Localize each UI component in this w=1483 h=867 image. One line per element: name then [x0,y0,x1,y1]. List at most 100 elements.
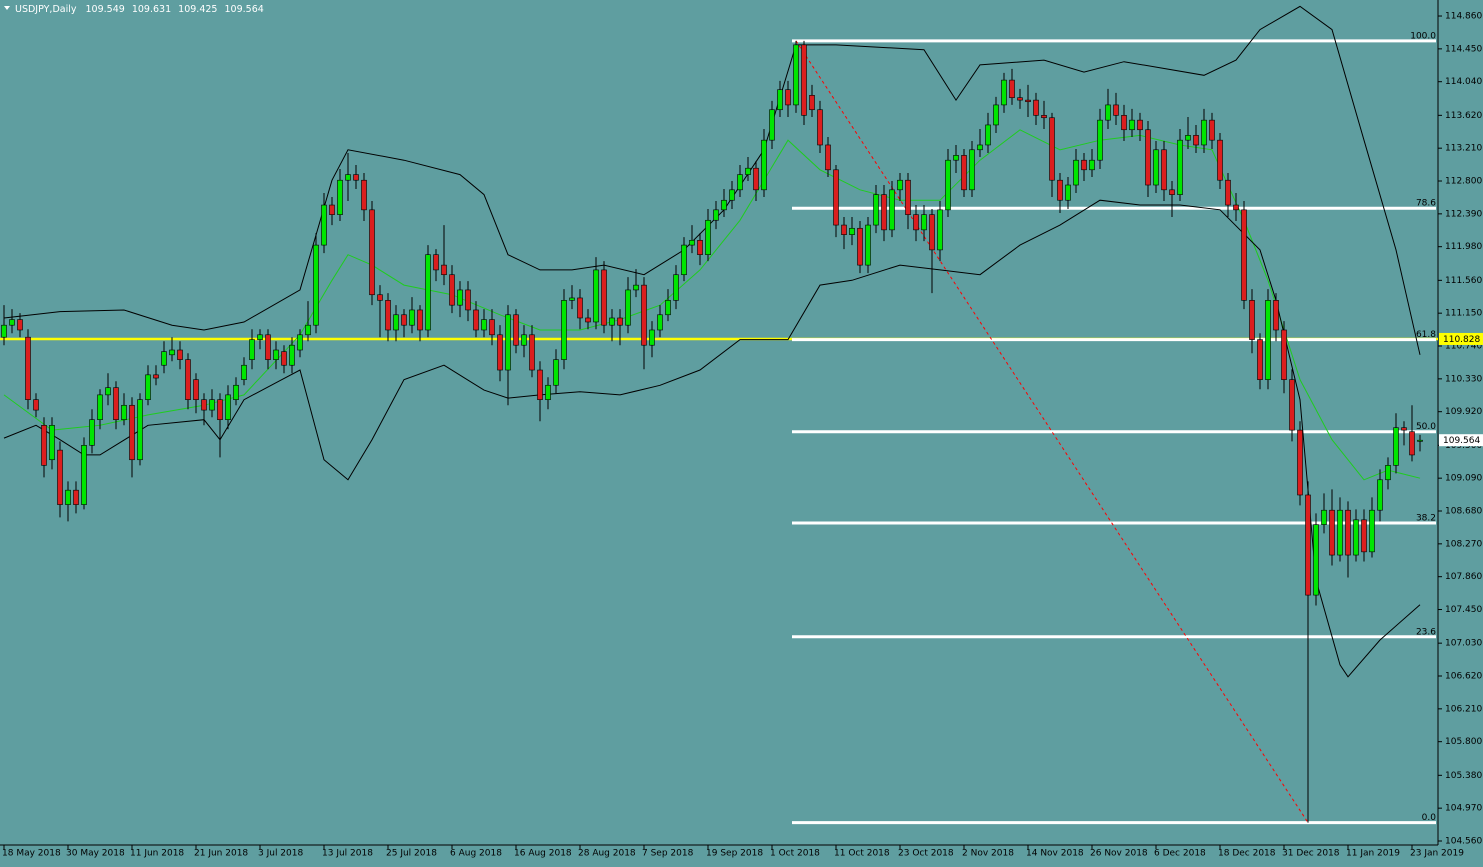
candle-body [969,149,975,191]
header-high: 109.631 [132,4,171,15]
candle-body [1169,189,1175,195]
candle-body [1289,379,1295,431]
candle-body [449,274,455,306]
candle-body [409,309,415,326]
candle-body [769,109,775,141]
candle-body [1,324,7,338]
chart-header: USDJPY,Daily 109.549 109.631 109.425 109… [15,4,264,15]
candle-body [201,399,207,411]
candle-body [1041,115,1047,119]
x-tick-label: 30 May 2018 [66,849,125,859]
candle-body [433,254,439,271]
candle-body [281,351,287,366]
candle-body [1049,117,1055,181]
x-tick-label: 21 Jun 2018 [194,849,248,859]
candle-body [1073,159,1079,186]
candle-body [577,297,583,319]
candle-body [385,300,391,331]
fib-label: 61.8 [1416,330,1436,340]
candle-body [1017,97,1023,101]
y-tick-label: 111.560 [1445,276,1482,286]
candle-body [665,300,671,316]
candle-body [1193,135,1199,146]
candle-body [185,359,191,400]
candle-body [1353,519,1359,556]
candle-body [545,384,551,400]
x-tick-label: 28 Aug 2018 [578,849,636,859]
candle-body [953,155,959,161]
candle-body [497,334,503,371]
x-tick-label: 3 Jul 2018 [258,849,303,859]
y-tick-label: 104.560 [1445,836,1482,846]
candle-body [1377,479,1383,511]
candle-body [849,227,855,235]
candle-body [345,174,351,181]
x-tick-label: 2 Nov 2018 [962,849,1014,859]
candle-body [441,264,447,276]
candle-body [833,169,839,226]
candle-body [1297,429,1303,496]
x-tick-label: 6 Aug 2018 [450,849,502,859]
candle-body [305,324,311,336]
candle-body [1409,431,1415,456]
fib-label: 23.6 [1416,627,1436,637]
y-tick-label: 109.920 [1445,407,1482,417]
candle-body [1369,509,1375,553]
candle-body [169,349,175,356]
candle-body [609,317,615,326]
candle-body [1121,115,1127,131]
candle-body [1361,519,1367,553]
menu-arrow[interactable] [4,6,10,10]
candle-body [1009,79,1015,99]
y-tick-label: 114.860 [1445,12,1482,22]
candle-body [561,300,567,360]
candle-body [65,489,71,505]
x-tick-label: 23 Jan 2019 [1410,849,1464,859]
candle-body [793,44,799,106]
y-tick-label: 110.330 [1445,374,1482,384]
candle-body [713,209,719,221]
candle-body [425,254,431,331]
candle-body [921,214,927,231]
candle-body [41,425,47,466]
candle-body [129,404,135,461]
x-tick-label: 6 Dec 2018 [1154,849,1206,859]
candle-body [1137,119,1143,131]
candle-body [417,309,423,331]
candle-body [249,339,255,360]
candle-body [553,359,559,386]
candle-body [993,104,999,126]
candle-body [233,384,239,400]
candle-body [1153,149,1159,186]
x-tick-label: 25 Jul 2018 [386,849,437,859]
x-tick-label: 19 Sep 2018 [706,849,763,859]
x-tick-label: 13 Jul 2018 [322,849,373,859]
candle-body [697,239,703,256]
candle-body [1033,99,1039,116]
y-tick-label: 106.210 [1445,704,1482,714]
y-tick-label: 107.860 [1445,572,1482,582]
candle-body [457,289,463,306]
candle-body [1161,149,1167,191]
symbol: USDJPY,Daily [15,4,77,15]
candle-body [473,309,479,331]
candle-body [601,269,607,326]
candle-body [1233,204,1239,211]
x-tick-label: 16 Aug 2018 [514,849,572,859]
candle-body [321,204,327,246]
candle-body [689,239,695,246]
candle-body [1001,79,1007,106]
y-tick-label: 108.680 [1445,507,1482,517]
candle-body [705,219,711,256]
x-tick-label: 7 Sep 2018 [642,849,694,859]
candle-body [1097,119,1103,161]
candle-body [1113,104,1119,116]
candle-body [313,244,319,326]
candle-body [817,109,823,146]
candle-body [897,179,903,191]
candle-body [1129,119,1135,131]
candle-body [857,227,863,266]
candle-body [1105,104,1111,121]
candle-body [1201,119,1207,146]
